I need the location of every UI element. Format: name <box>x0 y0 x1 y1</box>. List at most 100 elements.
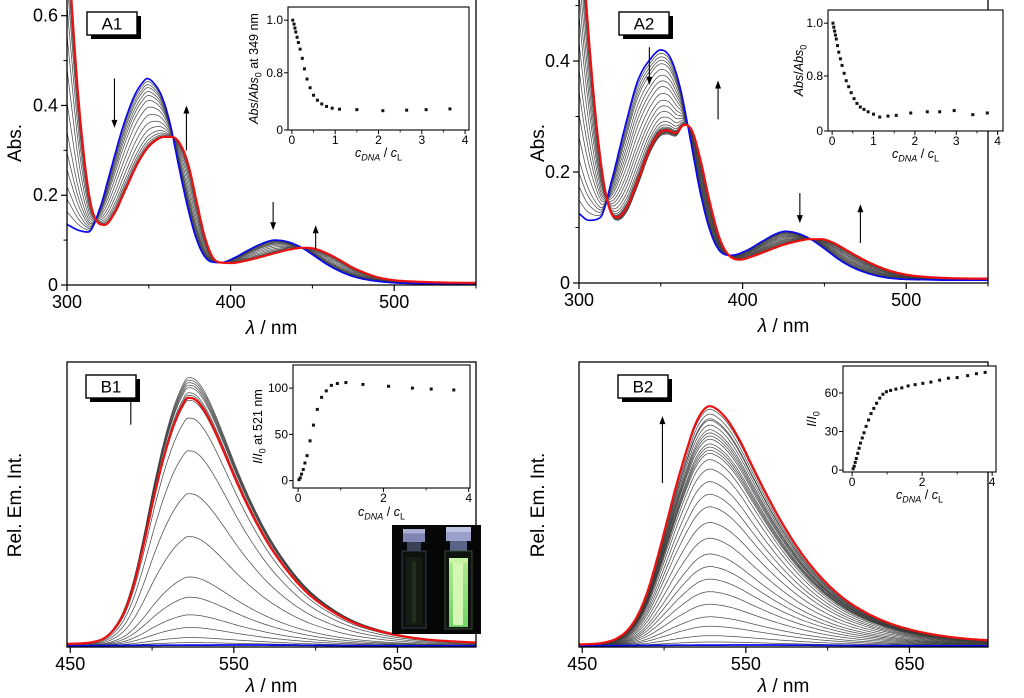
x-tick-label: 650 <box>894 654 924 674</box>
x-axis-title: λ / nm <box>245 676 298 697</box>
x-tick-label: 550 <box>731 654 761 674</box>
inset-x-tick-label: 0 <box>829 134 836 148</box>
a1-inset: 0 1 2 3 4 1.0 0.8 0 cDNA / cL Abs/Abs0 at 349 nm <box>247 6 470 162</box>
inset-y-tick-label: 0.8 <box>266 66 283 80</box>
a2-inset-scatter <box>831 21 989 119</box>
b1-spectra-curves <box>67 377 476 647</box>
x-tick-label: 450 <box>55 654 85 674</box>
panel-label-text: B1 <box>101 378 122 397</box>
panel-label-text: A2 <box>634 15 655 34</box>
b2-panel-label: B2 <box>617 374 672 402</box>
a2-initial-curve <box>579 49 988 282</box>
panel-b1: 450 550 650 λ / nm Rel. Em. Int. B1 0 2 4 0 50 100 c… <box>5 361 481 697</box>
annotation-arrow-down-icon <box>796 193 803 224</box>
annotation-arrow-down-icon <box>111 78 118 128</box>
inset-y-axis-title: Abs/Abs0 <box>792 45 808 98</box>
y-tick-label: 0.6 <box>33 6 58 26</box>
inset-y-axis-title: I/I0 at 521 nm <box>251 389 267 464</box>
a2-panel-label: A2 <box>618 11 673 39</box>
a2-inset: 0 1 2 3 4 1.0 0.8 0 cDNA / cL Abs/Abs0 <box>792 9 1004 163</box>
inset-x-tick-label: 1 <box>870 134 877 148</box>
y-tick-label: 0.4 <box>545 51 570 71</box>
inset-x-tick-label: 3 <box>418 133 425 147</box>
x-axis-title: λ / nm <box>757 676 810 697</box>
inset-x-tick-label: 2 <box>912 134 919 148</box>
x-axis-title: λ / nm <box>757 316 810 337</box>
b1-inset: 0 2 4 0 50 100 cDNA / cL I/I0 at 521 nm <box>251 364 472 521</box>
annotation-arrow-up-icon <box>659 416 666 484</box>
inset-x-tick-label: 0 <box>289 133 296 147</box>
x-tick-label: 400 <box>216 292 246 312</box>
panel-b2: 450 550 650 λ / nm Rel. Em. Int. B2 0 2 4 0 30 60 cD… <box>528 361 997 697</box>
y-axis-title: Rel. Em. Int. <box>528 453 549 558</box>
a1-panel-label: A1 <box>86 11 141 39</box>
inset-y-tick-label: 100 <box>268 381 288 395</box>
inset-x-tick-label: 4 <box>462 133 469 147</box>
b2-axes: 450 550 650 λ / nm Rel. Em. Int. <box>528 361 989 697</box>
y-tick-label: 0 <box>560 273 570 293</box>
y-tick-label: 0.2 <box>545 162 570 182</box>
y-tick-label: 0 <box>48 275 58 295</box>
inset-y-axis-title: Abs/Abs0 at 349 nm <box>247 13 263 125</box>
b2-final-curve <box>579 405 988 646</box>
inset-x-axis-title: cDNA / cL <box>896 488 943 504</box>
x-tick-label: 300 <box>52 292 82 312</box>
annotation-arrow-down-icon <box>646 47 653 85</box>
cuvette-photo <box>392 525 481 634</box>
inset-x-tick-label: 2 <box>375 133 382 147</box>
x-tick-label: 500 <box>891 290 921 310</box>
a1-inset-scatter <box>291 18 452 113</box>
a1-initial-curve <box>67 77 476 285</box>
b2-inset-scatter <box>851 370 987 471</box>
inset-x-tick-label: 3 <box>953 134 960 148</box>
b2-inset: 0 2 4 0 30 60 cDNA / cL I/I0 <box>805 365 997 504</box>
inset-x-tick-label: 2 <box>380 491 387 505</box>
cuvette-green <box>444 527 473 630</box>
annotation-arrow-up-icon <box>183 105 190 151</box>
inset-y-tick-label: 0 <box>276 123 283 137</box>
x-tick-label: 500 <box>379 292 409 312</box>
inset-x-tick-label: 0 <box>849 475 856 489</box>
b1-inset-scatter <box>297 381 456 482</box>
cuvette-dark <box>401 529 427 629</box>
inset-x-axis-title: cDNA / cL <box>358 505 405 521</box>
annotation-arrow-up-icon <box>715 80 722 120</box>
a1-spectra-curves <box>67 0 476 285</box>
panel-label-text: B2 <box>633 378 654 397</box>
inset-y-tick-label: 0 <box>831 463 838 477</box>
x-tick-label: 550 <box>219 654 249 674</box>
panel-label-text: A1 <box>102 15 123 34</box>
x-tick-label: 300 <box>564 290 594 310</box>
inset-x-tick-label: 4 <box>994 134 1001 148</box>
inset-y-axis-title: I/I0 <box>805 411 821 426</box>
y-tick-label: 0.4 <box>33 95 58 115</box>
inset-y-tick-label: 60 <box>825 386 839 400</box>
a2-spectra-curves <box>579 0 988 282</box>
inset-x-tick-label: 1 <box>332 133 339 147</box>
annotation-arrow-down-icon <box>270 201 277 231</box>
b1-initial-curve <box>67 644 476 647</box>
inset-y-tick-label: 1.0 <box>806 16 823 30</box>
b2-spectra-curves <box>579 405 988 647</box>
b1-final-curve <box>67 396 476 645</box>
inset-x-tick-label: 0 <box>295 491 302 505</box>
annotation-arrow-up-icon <box>857 204 864 244</box>
x-axis-title: λ / nm <box>245 318 298 339</box>
inset-x-tick-label: 4 <box>465 491 472 505</box>
inset-x-tick-label: 2 <box>919 475 926 489</box>
x-tick-label: 400 <box>728 290 758 310</box>
inset-y-tick-label: 1.0 <box>266 13 283 27</box>
a1-final-curve <box>70 0 476 284</box>
inset-x-axis-title: cDNA / cL <box>355 146 402 162</box>
b1-panel-label: B1 <box>85 374 140 402</box>
inset-y-tick-label: 50 <box>275 427 289 441</box>
b2-initial-curve <box>579 644 988 647</box>
inset-y-tick-label: 0.8 <box>806 69 823 83</box>
